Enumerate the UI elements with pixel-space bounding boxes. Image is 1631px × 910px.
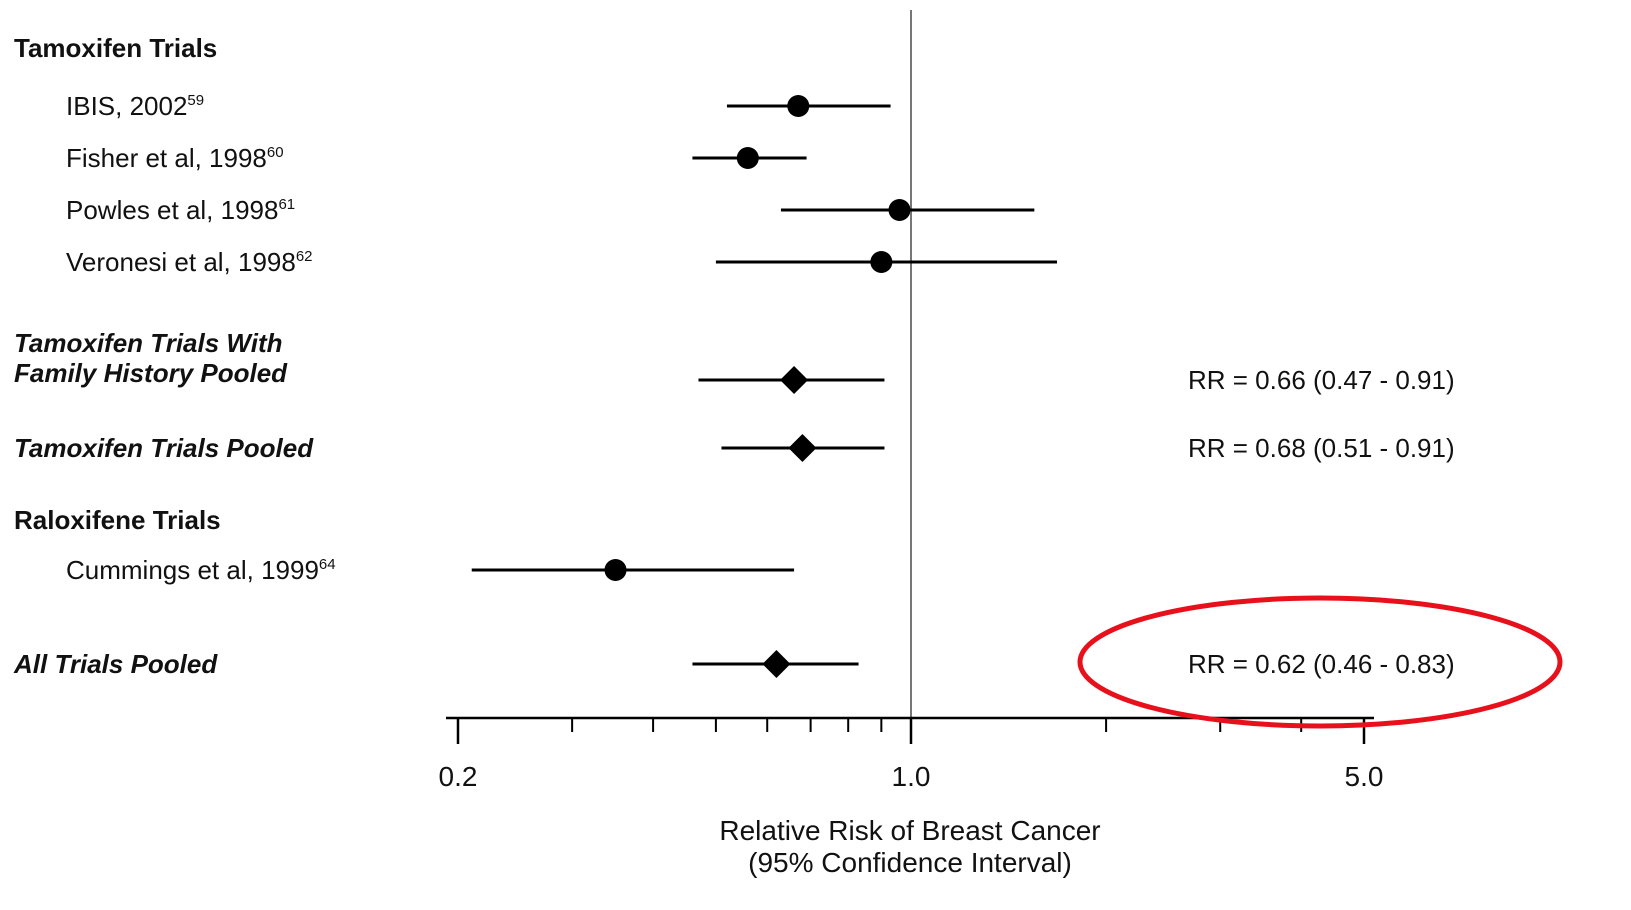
pooled-estimate-diamond xyxy=(762,650,791,678)
rr-value-label: RR = 0.62 (0.46 - 0.83) xyxy=(1188,649,1455,679)
row-label-citation: 62 xyxy=(296,248,313,265)
row-label-citation: 60 xyxy=(267,144,284,161)
rr-value-label: RR = 0.66 (0.47 - 0.91) xyxy=(1188,365,1455,395)
row-label: Tamoxifen Trials xyxy=(14,33,217,63)
point-estimate-marker xyxy=(604,559,627,581)
forest-row: Tamoxifen Trials Pooled RR = 0.68 (0.51 -… xyxy=(14,433,1455,463)
forest-row: Fisher et al, 199860 xyxy=(66,143,807,173)
row-label: Raloxifene Trials xyxy=(14,505,221,535)
forest-row: IBIS, 200259 xyxy=(66,91,891,121)
row-label: Tamoxifen Trials With xyxy=(14,328,282,358)
row-label-citation: 61 xyxy=(278,196,295,213)
row-label-citation: 59 xyxy=(187,92,204,109)
forest-row: Powles et al, 199861 xyxy=(66,195,1035,225)
point-estimate-marker xyxy=(736,147,759,169)
x-tick-label: 1.0 xyxy=(892,761,931,792)
rr-value-label: RR = 0.68 (0.51 - 0.91) xyxy=(1188,433,1455,463)
forest-row: Tamoxifen Trials xyxy=(14,33,217,63)
pooled-estimate-diamond xyxy=(788,434,817,462)
highlight-ellipse xyxy=(1077,595,1563,729)
row-label: Tamoxifen Trials Pooled xyxy=(14,433,314,463)
forest-row: Raloxifene Trials xyxy=(14,505,221,535)
point-estimate-marker xyxy=(888,199,911,221)
row-label-line2: Family History Pooled xyxy=(14,358,288,388)
forest-row: Veronesi et al, 199862 xyxy=(66,247,1058,277)
forest-row: All Trials Pooled RR = 0.62 (0.46 - 0.83) xyxy=(13,649,1455,679)
x-tick-label: 0.2 xyxy=(439,761,478,792)
point-estimate-marker xyxy=(787,95,810,117)
row-label: All Trials Pooled xyxy=(13,649,218,679)
row-label: Powles et al, 199861 xyxy=(66,195,295,225)
row-label: IBIS, 200259 xyxy=(66,91,204,121)
x-axis-label-line2: (95% Confidence Interval) xyxy=(748,847,1072,878)
forest-row: Cummings et al, 199964 xyxy=(66,555,795,585)
row-label: Fisher et al, 199860 xyxy=(66,143,284,173)
row-label: Veronesi et al, 199862 xyxy=(66,247,313,277)
x-tick-label: 5.0 xyxy=(1345,761,1384,792)
row-label: Cummings et al, 199964 xyxy=(66,555,336,585)
point-estimate-marker xyxy=(870,251,893,273)
pooled-estimate-diamond xyxy=(780,366,809,394)
x-axis-label: Relative Risk of Breast Cancer xyxy=(719,815,1100,846)
row-label-citation: 64 xyxy=(319,556,336,573)
